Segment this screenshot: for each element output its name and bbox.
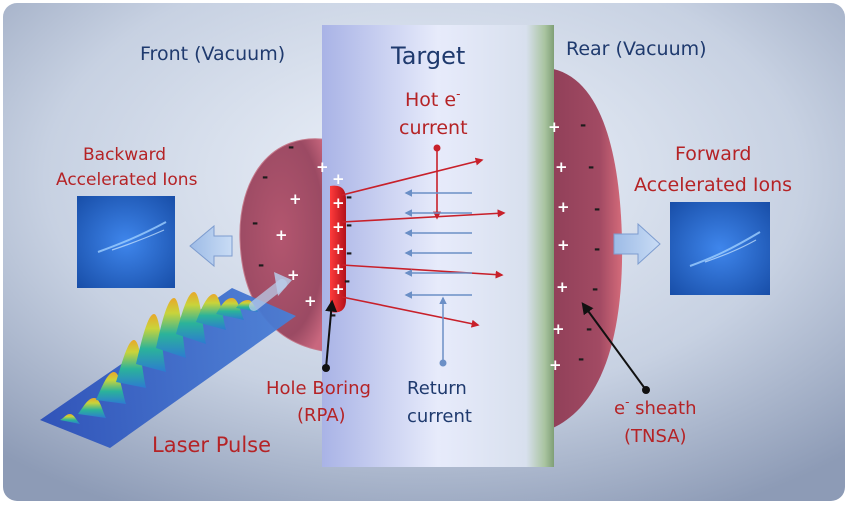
- minus-charge: -: [346, 188, 352, 206]
- laser-pulse-peaks: [60, 292, 258, 424]
- plus-charge: +: [289, 190, 302, 208]
- forward-ions-panel: [670, 202, 770, 295]
- hole-boring-pointer: [325, 299, 338, 369]
- minus-charge: -: [344, 272, 350, 290]
- plus-charge: +: [332, 280, 345, 298]
- minus-charge: -: [588, 158, 594, 176]
- plus-charge: +: [316, 158, 329, 176]
- backward-ions-label-line2: Accelerated Ions: [56, 170, 198, 190]
- forward-ions-label: Forward: [675, 143, 751, 165]
- plus-charge: +: [549, 356, 562, 374]
- backward-arrow: [189, 224, 233, 268]
- labels: Front (Vacuum) Target Rear (Vacuum) Hot …: [56, 38, 792, 457]
- plus-charge: +: [332, 194, 345, 212]
- hole-boring-dot: [322, 364, 330, 372]
- target-title: Target: [390, 42, 465, 70]
- minus-charge: -: [346, 244, 352, 262]
- minus-charge: -: [594, 240, 600, 258]
- hot-electron-arrows: [341, 148, 506, 328]
- return-current-dot: [439, 359, 447, 367]
- sheath-pointer: [581, 302, 647, 391]
- backward-ions-label: Backward: [83, 145, 166, 165]
- plus-charge: +: [552, 320, 565, 338]
- rear-plus-charges: + + + + + + +: [548, 118, 570, 374]
- plus-charge: +: [332, 260, 345, 278]
- plus-charge: +: [555, 158, 568, 176]
- diagram-frame: + + + + + + + + + + + - - - - - - - - - …: [3, 3, 845, 501]
- plus-charge: +: [557, 236, 570, 254]
- front-minus-charges: - - - - - - - - -: [252, 138, 352, 324]
- plus-charge: +: [557, 198, 570, 216]
- return-current-label: Return: [407, 378, 467, 399]
- return-current-arrows: [404, 189, 472, 363]
- minus-charge: -: [262, 168, 268, 186]
- hot-current-label-line2: current: [399, 117, 468, 139]
- return-current-label-line2: current: [407, 406, 472, 427]
- plus-charge: +: [304, 292, 317, 310]
- backward-ions-panel: [77, 196, 175, 288]
- minus-charge: -: [592, 280, 598, 298]
- plus-charge: +: [275, 226, 288, 244]
- sheath-dot: [642, 386, 650, 394]
- hot-arrow: [341, 157, 484, 196]
- rear-vacuum-label: Rear (Vacuum): [566, 38, 707, 60]
- superscript-minus: -: [456, 87, 460, 101]
- minus-charge: -: [578, 350, 584, 368]
- laser-pulse: [40, 272, 296, 448]
- target-slab: [322, 25, 554, 467]
- hot-arrow: [341, 296, 480, 328]
- plus-charge: +: [332, 240, 345, 258]
- hole-boring-label: Hole Boring: [266, 378, 371, 399]
- rear-minus-charges: - - - - - - -: [578, 116, 600, 368]
- sheath-label: e- sheath: [614, 395, 697, 419]
- hot-current-dot: [433, 144, 441, 152]
- plus-charge: +: [332, 218, 345, 236]
- minus-charge: -: [258, 256, 264, 274]
- front-vacuum-label: Front (Vacuum): [140, 43, 285, 65]
- plus-charge: +: [548, 118, 561, 136]
- plus-charge: +: [556, 278, 569, 296]
- minus-charge: -: [330, 306, 336, 324]
- minus-charge: -: [252, 214, 258, 232]
- superscript-minus: -: [625, 395, 629, 409]
- hot-current-label: Hot e-: [405, 87, 460, 111]
- hole-boring-label-line2: (RPA): [297, 405, 346, 426]
- plus-charge: +: [332, 170, 345, 188]
- sheath-label-line2: (TNSA): [624, 426, 687, 447]
- minus-charge: -: [346, 216, 352, 234]
- laser-pulse-label: Laser Pulse: [152, 433, 271, 457]
- hot-arrow: [341, 209, 506, 223]
- minus-charge: -: [586, 320, 592, 338]
- forward-arrow: [613, 222, 661, 266]
- minus-charge: -: [580, 116, 586, 134]
- forward-ions-label-line2: Accelerated Ions: [634, 174, 792, 196]
- hole-boring-region: [330, 185, 346, 313]
- laser-plasma-diagram: + + + + + + + + + + + - - - - - - - - - …: [3, 3, 845, 501]
- rear-sheath-bubble: [548, 68, 623, 430]
- minus-charge: -: [288, 138, 294, 156]
- minus-charge: -: [594, 200, 600, 218]
- hot-arrow: [341, 264, 504, 279]
